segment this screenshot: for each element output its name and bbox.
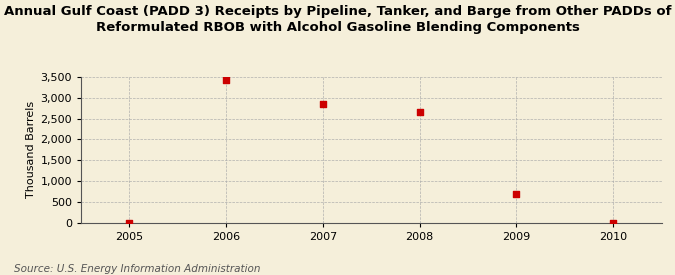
Point — [221, 78, 232, 82]
Text: Source: U.S. Energy Information Administration: Source: U.S. Energy Information Administ… — [14, 264, 260, 274]
Text: Annual Gulf Coast (PADD 3) Receipts by Pipeline, Tanker, and Barge from Other PA: Annual Gulf Coast (PADD 3) Receipts by P… — [4, 6, 671, 34]
Point — [511, 192, 522, 197]
Point — [124, 220, 135, 225]
Point — [608, 221, 618, 225]
Point — [317, 102, 328, 106]
Y-axis label: Thousand Barrels: Thousand Barrels — [26, 101, 36, 199]
Point — [414, 110, 425, 115]
